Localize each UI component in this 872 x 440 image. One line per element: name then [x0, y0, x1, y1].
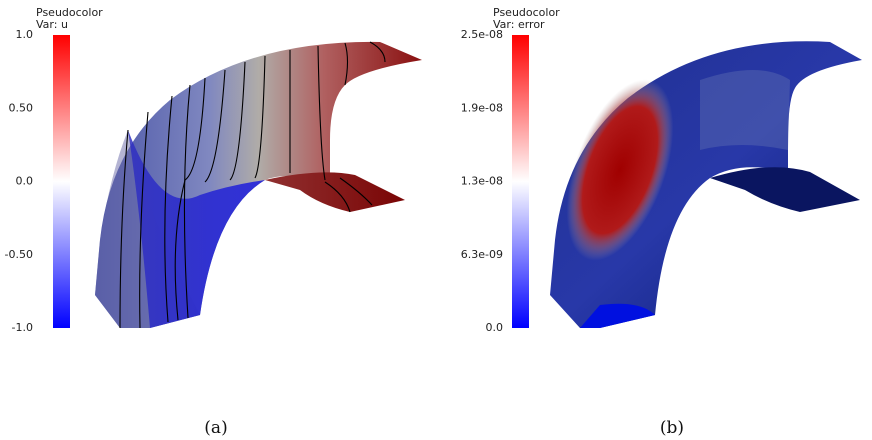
- caption: (a): [204, 418, 227, 438]
- legend-title: Pseudocolor: [36, 6, 103, 19]
- colorbar: [512, 35, 529, 328]
- colorbar-tick-label: 1.9e-08: [461, 101, 503, 114]
- surface-a: [95, 41, 422, 329]
- surface-b: [550, 41, 862, 329]
- colorbar-tick-label: 1.0: [16, 28, 34, 41]
- colorbar-tick-label: 0.0: [486, 321, 504, 334]
- colorbar-tick-label: 6.3e-09: [461, 248, 503, 261]
- legend-title: Pseudocolor: [493, 6, 560, 19]
- legend-var: Var: u: [36, 18, 68, 31]
- colorbar-tick-label: -1.0: [12, 321, 33, 334]
- legend-var: Var: error: [493, 18, 545, 31]
- caption: (b): [660, 418, 684, 438]
- colorbar-tick-label: 2.5e-08: [461, 28, 503, 41]
- colorbar-tick-label: 0.50: [9, 101, 34, 114]
- colorbar-tick-label: 1.3e-08: [461, 175, 503, 188]
- colorbar: [53, 35, 70, 328]
- colorbar-tick-label: -0.50: [5, 248, 33, 261]
- colorbar-tick-label: 0.0: [16, 175, 34, 188]
